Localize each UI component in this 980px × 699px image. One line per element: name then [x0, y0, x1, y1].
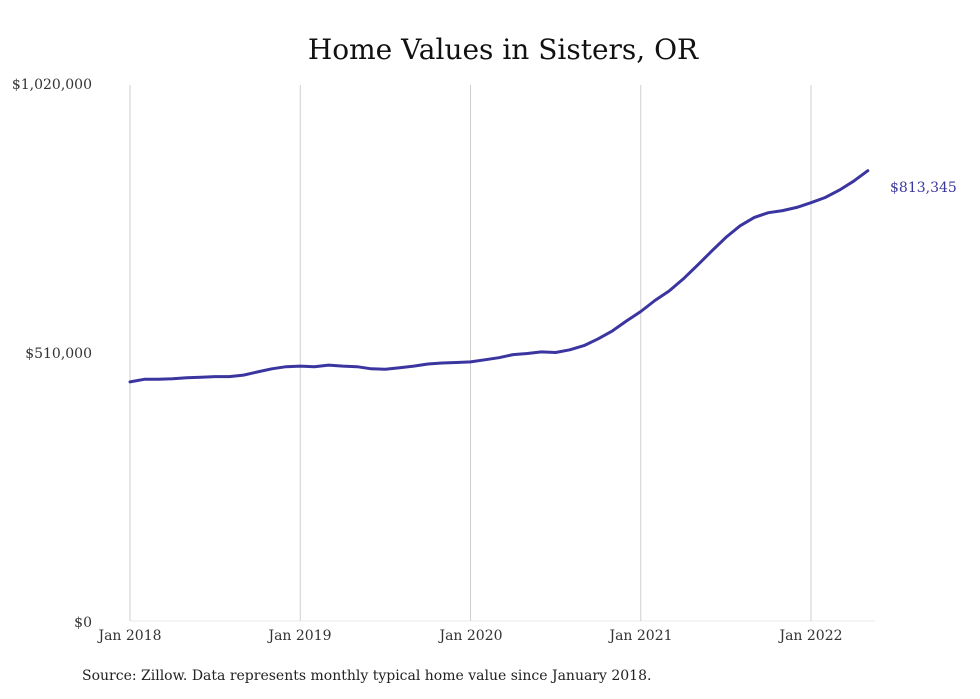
data-point — [299, 364, 302, 368]
data-point — [171, 377, 174, 380]
data-point — [370, 367, 373, 370]
data-point — [270, 367, 274, 370]
data-point — [426, 362, 430, 366]
data-point — [469, 360, 472, 364]
data-point — [653, 299, 657, 302]
data-point — [440, 361, 444, 365]
data-point — [639, 310, 642, 313]
data-point — [738, 224, 742, 227]
data-point — [682, 277, 685, 281]
data-point — [284, 365, 288, 368]
data-point — [511, 353, 515, 356]
data-point — [327, 363, 330, 367]
data-point — [696, 264, 699, 267]
data-point — [809, 201, 813, 204]
data-point — [157, 378, 160, 381]
x-tick-label: Jan 2018 — [96, 628, 161, 644]
data-point — [213, 375, 217, 378]
data-point — [554, 351, 557, 354]
data-point — [568, 348, 571, 351]
data-point — [199, 376, 203, 379]
data-point — [781, 209, 784, 212]
x-tick-label: Jan 2020 — [437, 628, 502, 644]
data-point — [540, 350, 543, 354]
data-point — [355, 365, 359, 368]
data-point — [313, 365, 316, 368]
y-tick-label: $510,000 — [25, 346, 92, 362]
source-note: Source: Zillow. Data represents monthly … — [82, 668, 652, 684]
x-tick-label: Jan 2021 — [607, 628, 672, 644]
data-point — [128, 380, 132, 384]
chart-title: Home Values in Sisters, OR — [308, 33, 699, 66]
data-point — [724, 236, 728, 239]
last-value-label: $813,345 — [890, 180, 957, 196]
y-tick-label: $0 — [74, 615, 92, 631]
data-point — [710, 249, 713, 253]
data-point — [753, 216, 756, 219]
data-point — [582, 344, 586, 347]
data-point — [242, 373, 245, 377]
x-tick-label: Jan 2022 — [777, 628, 842, 644]
data-point — [384, 368, 387, 371]
series-group — [128, 169, 870, 384]
x-axis-ticks: Jan 2018 Jan 2019 Jan 2020 Jan 2021 Jan … — [96, 628, 842, 644]
data-point — [341, 364, 344, 368]
data-point — [667, 289, 671, 293]
series-line — [128, 169, 870, 384]
y-tick-label: $1,020,000 — [12, 77, 92, 93]
data-point — [483, 358, 486, 361]
data-point — [824, 196, 827, 199]
data-point — [497, 356, 501, 359]
data-point — [611, 329, 614, 333]
line-chart: Home Values in Sisters, OR $1,020,000 $5… — [12, 33, 957, 644]
data-point — [795, 206, 798, 209]
data-point — [412, 364, 415, 368]
x-tick-label: Jan 2019 — [266, 628, 331, 644]
data-point — [526, 352, 529, 355]
data-point — [866, 169, 869, 172]
data-point — [455, 361, 458, 364]
data-point — [597, 337, 600, 340]
data-point — [767, 211, 770, 214]
data-point — [852, 180, 855, 183]
vertical-gridlines — [129, 85, 812, 621]
data-point — [838, 188, 841, 192]
data-point — [256, 370, 259, 374]
y-axis-ticks: $1,020,000 $510,000 $0 — [12, 77, 92, 631]
data-point — [625, 319, 628, 323]
data-point — [143, 378, 146, 381]
data-point — [398, 366, 401, 369]
data-point — [185, 376, 188, 379]
data-point — [228, 375, 231, 378]
